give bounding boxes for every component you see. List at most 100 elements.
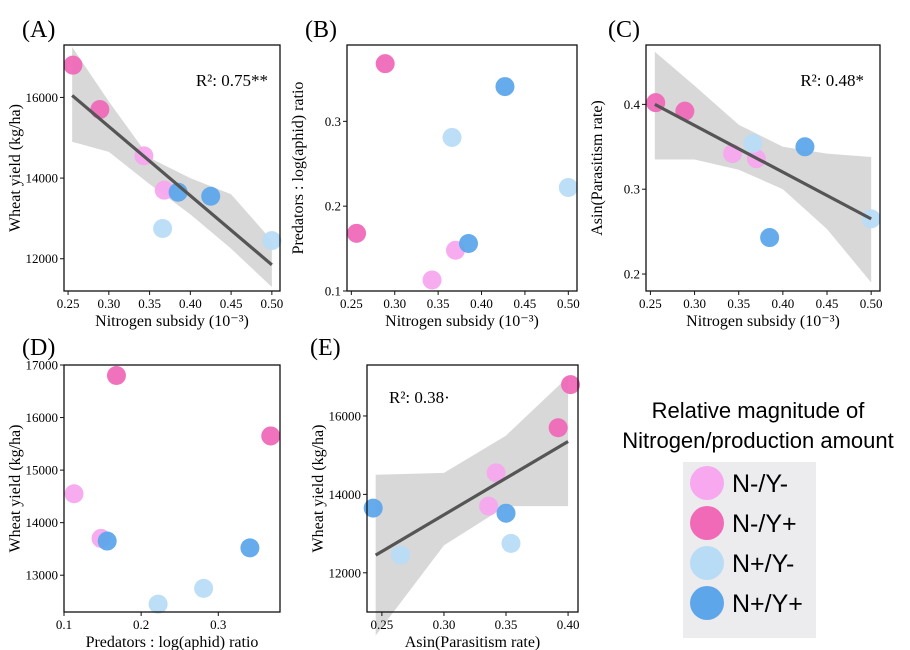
data-point [675,101,695,121]
y-tick-label: 12000 [26,251,59,266]
plot-frame [63,364,281,613]
x-tick-label: 0.45 [816,296,839,311]
y-tick-label: 12000 [329,565,362,580]
x-axis-label: Asin(Parasitism rate) [405,634,541,650]
data-point [347,223,367,243]
data-point [261,426,281,446]
chart-panels: 0.25 0.30 0.35 0.40 0.45 0.50 12000 14000 16000 N… [7,17,883,650]
data-point [548,418,568,438]
panel-a: 0.25 0.30 0.35 0.40 0.45 0.50 12000 14000 16000 N… [7,17,283,330]
plot-frame [645,44,881,292]
legend-swatch [690,466,724,500]
y-tick-label: 14000 [26,515,59,530]
data-point [495,77,515,97]
x-axis-label: Nitrogen subsidy (10⁻³) [385,313,539,330]
confidence-band [375,376,569,636]
plot-frame [346,44,578,292]
confidence-band [72,47,272,287]
x-tick-label: 0.50 [557,296,580,311]
data-point [558,178,578,198]
x-axis-label: Nitrogen subsidy (10⁻³) [95,313,249,330]
y-axis-label: Predators : log(aphid) ratio [290,82,307,255]
y-tick-label: 0.1 [325,284,341,299]
y-axis-label: Wheat yield (kg/ha) [7,104,24,232]
x-tick-label: 0.45 [514,296,537,311]
x-tick-label: 0.40 [179,296,202,311]
data-point [391,545,411,565]
legend-label: N+/Y- [732,550,794,578]
y-tick-label: 14000 [329,487,362,502]
y-tick-label: 16000 [26,410,59,425]
data-point [795,137,815,157]
y-tick-label: 14000 [26,171,59,186]
x-tick-label: 0.50 [260,296,283,311]
panel-d: 0.1 0.2 0.3 13000 14000 15000 16000 17000 Predat… [7,335,281,650]
data-point [479,496,499,516]
x-tick-label: 0.25 [639,296,662,311]
panel-letter: (E) [310,335,341,361]
panel-letter: (B) [305,17,337,43]
panel-letter: (A) [22,17,55,43]
x-tick-label: 0.35 [495,617,518,632]
x-tick-label: 0.35 [727,296,750,311]
x-tick-label: 0.35 [427,296,450,311]
y-axis-label: Wheat yield (kg/ha) [310,425,327,553]
x-tick-label: 0.40 [771,296,794,311]
r-squared-annotation: R²: 0.48* [800,71,864,90]
panel-b: 0.25 0.30 0.35 0.40 0.45 0.50 0.1 0.2 0.3 Nitroge… [290,17,580,330]
data-point [106,366,126,386]
data-point [760,228,780,248]
x-tick-label: 0.30 [433,617,456,632]
legend-swatch [690,586,724,620]
legend: Relative magnitude of Nitrogen/productio… [622,398,894,620]
panel-letter: (C) [608,17,640,43]
x-tick-label: 0.2 [133,617,149,632]
legend-items: N-/Y- N-/Y+ N+/Y- N+/Y+ [690,466,803,620]
y-tick-label: 17000 [26,358,59,373]
data-point [240,538,260,558]
legend-title-line1: Relative magnitude of [652,398,866,423]
regression-line [71,94,273,267]
x-tick-label: 0.40 [470,296,493,311]
x-tick-label: 0.30 [97,296,120,311]
data-point [486,463,506,483]
data-point [501,533,521,553]
x-axis-label: Predators : log(aphid) ratio [86,634,259,650]
plot-frame [366,364,579,613]
x-tick-label: 0.25 [57,296,80,311]
y-tick-label: 0.2 [325,199,341,214]
data-point [262,231,282,251]
data-point [743,133,763,153]
y-tick-label: 0.3 [325,114,341,129]
x-tick-label: 0.1 [56,617,72,632]
data-point [422,270,442,290]
y-axis-label: Wheat yield (kg/ha) [7,425,24,553]
regression-line [374,440,569,557]
x-axis-label: Nitrogen subsidy (10⁻³) [686,313,840,330]
r-squared-annotation: R²: 0.75** [196,71,268,90]
x-tick-label: 0.35 [138,296,161,311]
x-tick-label: 0.30 [683,296,706,311]
legend-swatch [690,546,724,580]
x-tick-label: 0.30 [383,296,406,311]
data-point [154,180,174,200]
data-point [148,594,168,614]
data-point [90,100,110,120]
y-tick-label: 15000 [26,463,59,478]
data-point [442,127,462,147]
regression-line [654,102,872,221]
x-tick-label: 0.25 [340,296,363,311]
data-point [153,218,173,238]
x-tick-label: 0.3 [210,617,226,632]
data-point [194,578,214,598]
y-tick-label: 0.4 [624,97,641,112]
plot-frame [63,44,281,292]
panel-c: 0.25 0.30 0.35 0.40 0.45 0.50 0.2 0.3 0.4 Nitroge… [589,17,883,330]
y-tick-label: 13000 [26,568,59,583]
x-tick-label: 0.40 [557,617,580,632]
y-tick-label: 16000 [329,408,362,423]
legend-title-line2: Nitrogen/production amount [622,428,894,453]
data-point [561,375,581,395]
x-tick-label: 0.25 [371,617,394,632]
